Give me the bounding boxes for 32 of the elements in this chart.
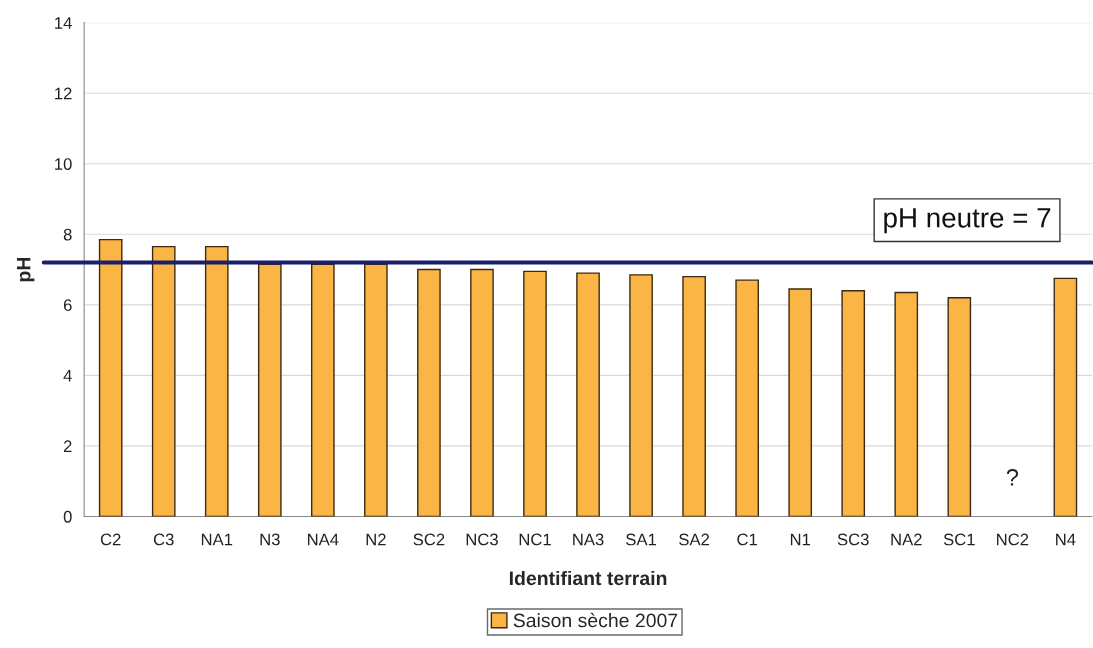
- x-tick-label: SA1: [626, 533, 657, 546]
- x-tick-label: SA2: [679, 533, 710, 546]
- x-tick-label: NA3: [573, 533, 604, 546]
- x-tick-label: C3: [153, 533, 174, 546]
- y-tick-label: 0: [63, 510, 72, 523]
- y-tick-label: 14: [55, 17, 72, 29]
- x-tick-label: NC3: [466, 533, 498, 546]
- y-tick-label: 12: [55, 87, 72, 100]
- x-axis-title: Identifiant terrain: [509, 570, 667, 586]
- y-tick-label: 4: [63, 369, 72, 382]
- x-tick-label: NC2: [997, 533, 1029, 546]
- x-tick-label: SC1: [943, 533, 975, 546]
- y-tick-label: 2: [63, 440, 72, 452]
- x-tick-label: NA4: [307, 533, 339, 546]
- x-tick-label: N1: [790, 533, 811, 546]
- y-tick-label: 8: [63, 228, 72, 241]
- ref-line-label: pH neutre = 7: [884, 208, 1051, 234]
- x-tick-label: N4: [1056, 533, 1076, 546]
- y-tick-label: 10: [55, 158, 72, 170]
- x-tick-label: N2: [366, 533, 386, 546]
- x-tick-label: NA1: [201, 533, 233, 546]
- x-tick-label: NC1: [519, 533, 551, 546]
- x-tick-label: N3: [260, 533, 280, 546]
- legend-label: Saison sèche 2007: [513, 612, 678, 628]
- y-axis-title: pH: [16, 257, 35, 282]
- x-tick-label: SC3: [837, 533, 869, 546]
- y-tick-label: 6: [63, 299, 72, 312]
- annotation: ?: [1006, 469, 1019, 486]
- x-tick-label: SC2: [413, 533, 445, 546]
- x-tick-label: NA2: [891, 533, 922, 546]
- x-tick-label: C1: [737, 533, 757, 546]
- x-tick-label: C2: [100, 533, 121, 546]
